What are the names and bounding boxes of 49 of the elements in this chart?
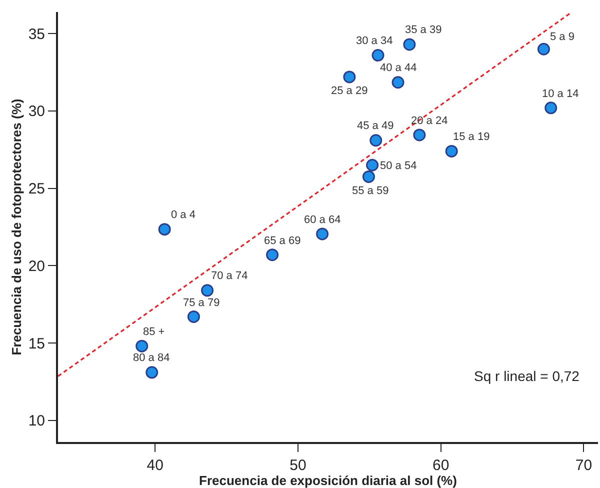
point [372,49,384,62]
point [445,144,458,158]
annotation: 5 a 9 [550,31,574,43]
annotation: 45 a 49 [357,120,394,132]
point [316,228,329,240]
annotation: 75 a 79 [183,297,220,309]
point [266,248,279,262]
x-tick-label: 70 [575,457,592,474]
point [544,102,558,114]
y-tick-label: 10 [28,412,45,430]
annotation: 80 a 84 [133,352,170,364]
point [392,76,404,89]
y-tick-label: 30 [28,103,45,120]
y-axis-title: Frecuencia de uso de fotoprotectores (%) [8,98,24,356]
annotation: 30 a 34 [356,35,393,47]
point [370,134,382,147]
x-tick-label: 60 [432,457,450,474]
point [403,38,416,51]
y-tick-label: 25 [28,180,45,198]
x-axis-title: Frecuencia de exposición diaria al sol (%) [199,473,457,488]
annotation: 60 a 64 [304,214,341,226]
point [146,366,158,379]
point [343,70,356,84]
annotation: 15 a 19 [453,131,490,143]
annotation: Sq r lineal = 0,72 [474,368,580,384]
annotation: 70 a 74 [211,270,248,282]
annotation: 20 a 24 [411,115,448,127]
annotation: 85 + [143,326,165,338]
point [136,340,148,352]
x-tick-label: 40 [146,457,164,474]
annotation: 50 a 54 [380,160,417,172]
annotation: 0 a 4 [171,209,196,221]
point [366,158,379,172]
point [413,128,426,142]
annotation: 65 a 69 [264,235,301,247]
x-tick-label: 50 [290,457,306,474]
point [537,42,550,56]
annotation: 25 a 29 [331,85,368,97]
point [187,310,200,323]
y-tick-label: 35 [28,26,45,43]
y-tick-label: 20 [28,258,45,275]
annotation: 10 a 14 [542,88,579,100]
point [201,284,214,297]
y-tick-label: 15 [28,335,45,352]
point [158,223,171,236]
annotation: 55 a 59 [352,185,389,197]
annotation: 35 a 39 [405,24,442,36]
annotation: 40 a 44 [380,62,417,74]
point [362,170,375,183]
